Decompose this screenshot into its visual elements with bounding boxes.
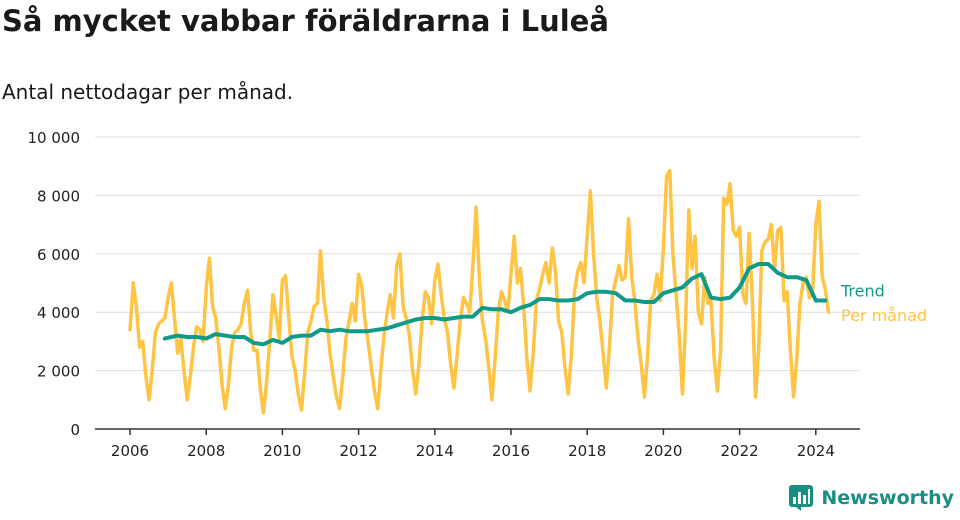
x-tick-label: 2020	[644, 442, 682, 460]
x-tick-label: 2022	[721, 442, 759, 460]
x-tick-label: 2006	[111, 442, 149, 460]
series-end-label: Trend	[840, 282, 885, 301]
bar-chart-logo-icon	[789, 485, 814, 511]
x-tick-label: 2010	[263, 442, 301, 460]
series-line	[128, 168, 831, 415]
x-tick-label: 2008	[187, 442, 225, 460]
chart-subtitle: Antal nettodagar per månad.	[2, 80, 294, 104]
x-tick-label: 2024	[797, 442, 835, 460]
x-tick-label: 2018	[568, 442, 606, 460]
y-tick-label: 10 000	[28, 129, 81, 147]
y-tick-label: 2 000	[37, 363, 80, 381]
chart-title: Så mycket vabbar föräldrarna i Luleå	[2, 4, 609, 38]
y-tick-label: 0	[70, 421, 80, 439]
y-tick-label: 6 000	[37, 246, 80, 264]
y-tick-label: 8 000	[37, 187, 80, 205]
x-axis: 2006 2008 2010 2012 2014 2016 2018 2020 2022 2024	[95, 428, 860, 460]
line-chart: 0 2 000 4 000 6 000 8 000 10 000 2006 2008 2010…	[28, 129, 928, 460]
x-tick-label: 2014	[416, 442, 454, 460]
series-end-label: Per månad	[841, 306, 927, 325]
brand-name: Newsworthy	[821, 487, 954, 509]
y-tick-label: 4 000	[37, 304, 80, 322]
x-tick-label: 2016	[492, 442, 530, 460]
x-tick-label: 2012	[340, 442, 378, 460]
chart-series	[128, 168, 831, 415]
series-labels: Per månad Trend	[840, 282, 927, 326]
y-axis: 0 2 000 4 000 6 000 8 000 10 000	[28, 129, 81, 439]
brand-logo: Newsworthy	[788, 484, 954, 512]
series-line	[162, 262, 828, 347]
